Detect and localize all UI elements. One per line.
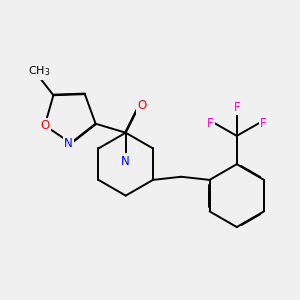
Text: N: N [64,136,73,149]
Text: O: O [137,99,147,112]
Text: CH$_3$: CH$_3$ [28,64,50,78]
Text: F: F [233,101,240,114]
Text: O: O [40,119,50,132]
Text: F: F [260,117,267,130]
Text: F: F [207,117,213,130]
Text: N: N [121,154,130,167]
